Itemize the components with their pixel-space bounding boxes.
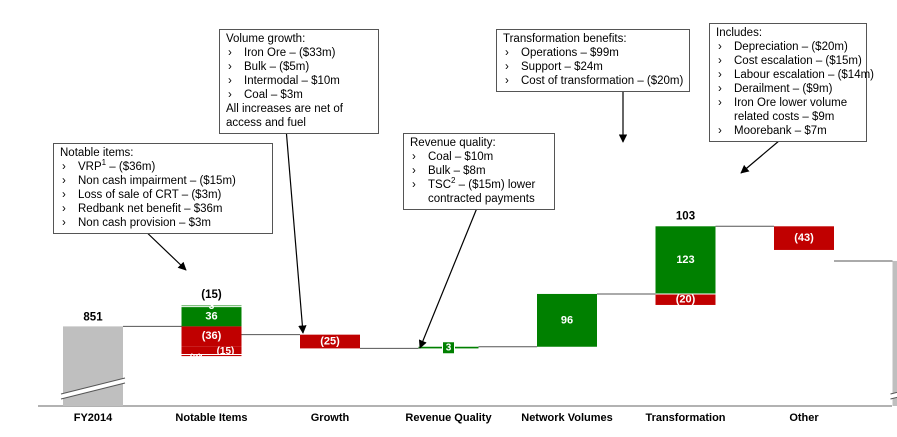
x-tick-label: Other xyxy=(789,412,819,424)
axis-break-line xyxy=(60,377,126,395)
small-value-marker xyxy=(442,341,455,355)
notable-items-note-list: VRP1 – ($36m)Non cash impairment – ($15m… xyxy=(60,158,266,230)
other-includes-note-title: Includes: xyxy=(716,27,763,39)
volume-growth-note-title: Volume growth: xyxy=(226,33,306,45)
note-bullet-item: VRP1 – ($36m) xyxy=(60,158,266,174)
callout-arrow xyxy=(285,127,307,334)
total-bar xyxy=(892,260,897,406)
footnote-marker: 1 xyxy=(101,158,107,168)
note-bullet-item: Cost escalation – ($15m) xyxy=(716,54,862,68)
note-bullet-item: Bulk – ($5m) xyxy=(226,60,372,74)
decrease-segment xyxy=(181,326,242,347)
decrease-segment xyxy=(181,354,242,357)
notable-items-note-title: Notable items: xyxy=(60,147,134,159)
increase-segment xyxy=(181,304,242,307)
note-bullet-item: Coal – $10m xyxy=(410,150,548,164)
revenue-quality-note: Revenue quality: Coal – $10mBulk – $8mTS… xyxy=(403,133,555,210)
total-bar-label: 851 xyxy=(83,311,103,323)
volume-growth-note: Volume growth: Iron Ore – ($33m)Bulk – (… xyxy=(219,29,379,134)
increase-segment xyxy=(655,226,716,294)
note-bullet-item: Iron Ore – ($33m) xyxy=(226,46,372,60)
note-bullet-item: Non cash provision – $3m xyxy=(60,216,266,230)
transformation-note-list: Operations – $99mSupport – $24mCost of t… xyxy=(503,46,683,88)
x-tick-label: FY2014 xyxy=(74,412,113,424)
segment-label: 36 xyxy=(205,310,217,322)
segment-label: 3 xyxy=(209,301,215,312)
notable-items-note: Notable items: VRP1 – ($36m)Non cash imp… xyxy=(53,143,273,234)
step-net-label: 103 xyxy=(676,210,695,222)
x-tick-label: Growth xyxy=(311,412,350,424)
note-bullet-item: Intermodal – $10m xyxy=(226,74,372,88)
volume-growth-note-footer-2: access and fuel xyxy=(226,117,306,129)
segment-label: (20) xyxy=(676,293,696,305)
revenue-quality-note-title: Revenue quality: xyxy=(410,137,496,149)
note-bullet-item: Labour escalation – ($14m) xyxy=(716,68,874,82)
note-bullet-item: Coal – $3m xyxy=(226,88,372,102)
x-tick-label: Notable Items xyxy=(175,412,247,424)
other-includes-note-cont: related costs – $9m xyxy=(734,111,835,123)
note-bullet-item: Non cash impairment – ($15m) xyxy=(60,174,266,188)
note-bullet-item: Cost of transformation – ($20m) xyxy=(503,74,683,88)
axis-break-gap xyxy=(61,378,125,399)
axis-break-line xyxy=(60,382,126,400)
footnote-marker: 2 xyxy=(451,176,456,186)
segment-label: (15) xyxy=(217,346,235,357)
decrease-segment xyxy=(300,334,360,349)
note-bullet-item: Loss of sale of CRT – ($3m) xyxy=(60,188,266,202)
revenue-quality-note-list: Coal – $10mBulk – $8mTSC2 – ($15m) lower xyxy=(410,150,548,192)
x-tick-label: Transformation xyxy=(645,412,725,424)
x-tick-label: Network Volumes xyxy=(521,412,613,424)
decrease-segment xyxy=(655,293,716,305)
segment-label: (3) xyxy=(189,353,201,364)
volume-growth-note-list: Iron Ore – ($33m)Bulk – ($5m)Intermodal … xyxy=(226,46,372,102)
segment-label: (25) xyxy=(320,335,340,347)
callout-arrow xyxy=(418,202,480,349)
note-bullet-item: Derailment – ($9m) xyxy=(716,82,860,96)
note-bullet-item: Bulk – $8m xyxy=(410,164,548,178)
segment-label: 3 xyxy=(446,342,452,353)
transformation-note: Transformation benefits: Operations – $9… xyxy=(496,29,690,92)
note-bullet-item: Operations – $99m xyxy=(503,46,683,60)
note-bullet-item: Iron Ore lower volume xyxy=(716,96,860,110)
segment-label: (36) xyxy=(202,330,222,342)
note-bullet-item: Redbank net benefit – $36m xyxy=(60,202,266,216)
segment-label: (43) xyxy=(794,232,814,244)
other-includes-note-list: Depreciation – ($20m)Cost escalation – (… xyxy=(716,40,874,110)
transformation-note-title: Transformation benefits: xyxy=(503,33,627,45)
note-bullet-item: Support – $24m xyxy=(503,60,683,74)
other-includes-note-item-moorebank: Moorebank – $7m xyxy=(716,124,860,138)
step-net-label: (15) xyxy=(201,289,222,301)
decrease-segment xyxy=(774,226,834,250)
segment-label: 96 xyxy=(561,314,573,326)
increase-segment xyxy=(181,306,242,327)
x-tick-label: Revenue Quality xyxy=(405,412,492,424)
other-includes-note: Includes: Depreciation – ($20m)Cost esca… xyxy=(709,23,874,142)
volume-growth-note-footer-1: All increases are net of xyxy=(226,103,343,115)
segment-label: 123 xyxy=(676,254,694,266)
decrease-segment xyxy=(181,346,242,355)
increase-segment xyxy=(537,293,597,347)
note-bullet-item: TSC2 – ($15m) lower xyxy=(410,176,548,192)
note-bullet-item: Depreciation – ($20m) xyxy=(716,40,860,54)
revenue-quality-note-cont: contracted payments xyxy=(428,193,535,205)
